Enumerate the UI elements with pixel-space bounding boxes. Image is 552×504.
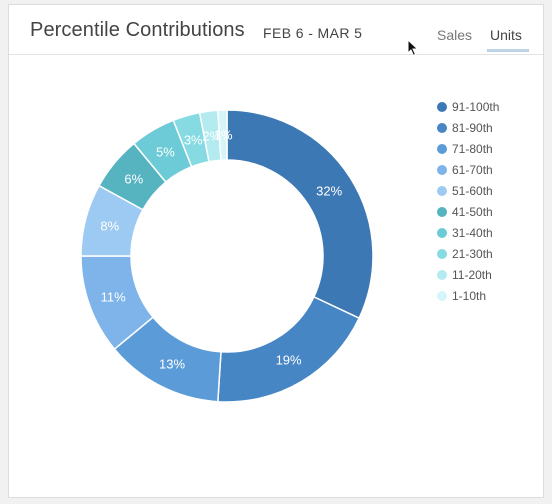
legend-item-31-40th[interactable]: 31-40th [437,222,499,243]
legend-label: 81-90th [452,120,493,135]
mouse-cursor-icon [407,39,419,57]
slice-label-41-50th: 6% [124,171,143,186]
legend-item-91-100th[interactable]: 91-100th [437,96,499,117]
legend-item-41-50th[interactable]: 41-50th [437,201,499,222]
legend-swatch [437,269,447,280]
slice-label-1-10th: 1% [214,128,233,143]
legend-label: 91-100th [452,99,500,114]
slice-label-11-20th: 2% [202,128,221,143]
slice-label-61-70th: 11% [101,289,126,304]
legend-label: 71-80th [452,141,493,156]
chart-card: Percentile Contributions FEB 6 - MAR 5 S… [8,4,544,498]
legend-swatch [437,290,447,301]
legend-swatch [437,206,447,217]
legend-item-81-90th[interactable]: 81-90th [437,117,499,138]
donut-chart: 32% 19% 13% 11% 8% 6% 5% 3% 2%1% [80,109,374,403]
slice-91-100th[interactable] [226,109,374,320]
legend-label: 61-70th [452,162,493,177]
legend-label: 21-30th [452,246,493,261]
legend-label: 41-50th [452,204,493,219]
legend-swatch [437,143,447,154]
legend-item-1-10th[interactable]: 1-10th [437,285,499,306]
legend-item-71-80th[interactable]: 71-80th [437,138,499,159]
date-range: FEB 6 - MAR 5 [263,25,363,41]
legend-label: 31-40th [452,225,493,240]
slice-label-31-40th: 5% [156,144,175,159]
slice-label-51-60th: 8% [100,218,119,233]
slice-label-81-90th: 19% [276,353,302,368]
tab-units[interactable]: Units [490,27,522,43]
chart-legend: 91-100th 81-90th 71-80th 61-70th 51-60th 41-5… [437,96,499,306]
legend-item-61-70th[interactable]: 61-70th [437,159,499,180]
slice-1-10th[interactable] [217,109,228,161]
slice-label-21-30th: 3% [184,132,203,147]
legend-item-11-20th[interactable]: 11-20th [437,264,499,285]
chart-title: Percentile Contributions [30,19,245,41]
tab-sales[interactable]: Sales [437,27,473,43]
slice-label-71-80th: 13% [159,356,185,371]
legend-label: 11-20th [452,267,492,282]
legend-swatch [437,164,447,175]
active-tab-indicator [487,49,529,52]
legend-swatch [437,185,447,196]
legend-swatch [437,101,447,112]
slice-81-90th[interactable] [217,295,361,403]
legend-label: 1-10th [452,288,487,303]
legend-swatch [437,122,447,133]
card-header: Percentile Contributions FEB 6 - MAR 5 S… [9,5,543,55]
legend-item-21-30th[interactable]: 21-30th [437,243,499,264]
legend-swatch [437,248,447,259]
legend-label: 51-60th [452,183,493,198]
legend-swatch [437,227,447,238]
legend-item-51-60th[interactable]: 51-60th [437,180,499,201]
slice-label-91-100th: 32% [316,184,342,199]
